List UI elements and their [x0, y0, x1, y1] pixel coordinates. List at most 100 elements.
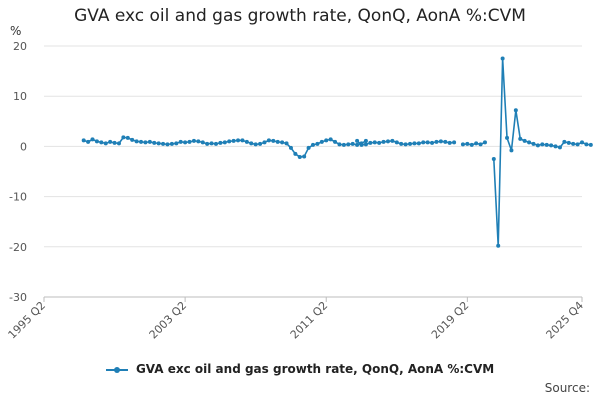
legend-label: GVA exc oil and gas growth rate, QonQ, A… — [135, 362, 495, 376]
data-point — [147, 139, 152, 144]
y-tick-label: 20 — [13, 40, 27, 53]
data-point — [588, 142, 593, 147]
data-point — [125, 135, 130, 140]
data-point — [359, 142, 364, 147]
data-point — [266, 138, 271, 143]
data-point — [438, 139, 443, 144]
data-point — [81, 138, 86, 143]
data-point — [443, 139, 448, 144]
data-point — [549, 143, 554, 148]
data-point — [399, 141, 404, 146]
data-point — [333, 139, 338, 144]
data-point — [385, 139, 390, 144]
y-axis-label: % — [10, 24, 21, 38]
data-point — [319, 139, 324, 144]
data-point — [165, 142, 170, 147]
data-point — [134, 139, 139, 144]
data-point — [500, 56, 505, 61]
data-point — [231, 138, 236, 143]
y-tick-label: -30 — [9, 291, 27, 304]
data-point — [368, 140, 373, 145]
data-point — [553, 144, 558, 149]
data-point — [509, 148, 514, 153]
data-point — [205, 141, 210, 146]
data-point — [116, 141, 121, 146]
data-point — [584, 142, 589, 147]
chart-title: GVA exc oil and gas growth rate, QonQ, A… — [74, 6, 526, 26]
data-point — [324, 138, 329, 143]
data-point — [469, 142, 474, 147]
data-point — [416, 141, 421, 146]
data-point — [191, 138, 196, 143]
data-point — [355, 138, 360, 143]
x-tick-label: 2019 Q2 — [429, 299, 472, 342]
data-point — [200, 140, 205, 145]
data-point — [518, 136, 523, 141]
data-point — [412, 141, 417, 146]
data-point — [535, 143, 540, 148]
data-point — [527, 140, 532, 145]
data-point — [531, 141, 536, 146]
x-tick-label: 2025 Q4 — [544, 299, 587, 342]
data-point — [271, 138, 276, 143]
data-point — [337, 142, 342, 147]
y-tick-label: -20 — [9, 241, 27, 254]
data-point — [505, 135, 510, 140]
data-point — [421, 140, 426, 145]
data-point — [99, 140, 104, 145]
data-point — [311, 142, 315, 147]
data-point — [381, 139, 386, 144]
series-line — [83, 57, 591, 247]
data-point — [174, 141, 179, 146]
data-point — [161, 141, 166, 146]
x-tick-label: 2011 Q2 — [288, 299, 331, 342]
source-label[interactable]: Source: — [544, 381, 590, 395]
data-point — [571, 141, 576, 146]
legend[interactable]: GVA exc oil and gas growth rate, QonQ, A… — [0, 362, 600, 376]
data-point — [355, 142, 360, 147]
data-point — [262, 140, 267, 145]
data-point — [372, 140, 377, 145]
data-point — [328, 137, 333, 142]
data-point — [544, 142, 549, 147]
data-point — [346, 142, 351, 147]
data-point — [491, 156, 496, 161]
data-point — [390, 138, 395, 143]
data-point — [236, 138, 241, 143]
data-point — [460, 142, 465, 147]
data-point — [394, 140, 399, 145]
data-point — [288, 145, 293, 150]
data-point — [562, 139, 567, 144]
x-tick-label: 1995 Q2 — [6, 299, 49, 342]
data-point — [557, 145, 562, 150]
series-points — [81, 56, 593, 248]
data-point — [209, 141, 214, 146]
data-point — [452, 140, 457, 145]
data-point — [434, 139, 439, 144]
data-point — [94, 139, 99, 144]
data-point — [280, 140, 285, 145]
data-point — [244, 139, 249, 144]
data-point — [139, 139, 144, 144]
data-point — [580, 140, 584, 145]
data-point — [130, 137, 135, 142]
data-point — [253, 142, 258, 147]
data-point — [447, 140, 452, 145]
data-point — [474, 141, 479, 146]
data-point — [306, 145, 311, 150]
y-tick-label: 10 — [13, 90, 27, 103]
data-point — [566, 140, 571, 145]
data-point — [425, 140, 430, 145]
data-point — [240, 138, 245, 143]
data-point — [403, 142, 408, 147]
legend-swatch — [105, 365, 128, 375]
data-point — [187, 139, 192, 144]
data-point — [363, 142, 368, 147]
data-point — [284, 141, 289, 146]
data-point — [156, 141, 161, 146]
data-point — [496, 243, 501, 248]
data-point — [108, 139, 113, 144]
data-point — [222, 140, 227, 145]
data-point — [86, 139, 91, 144]
